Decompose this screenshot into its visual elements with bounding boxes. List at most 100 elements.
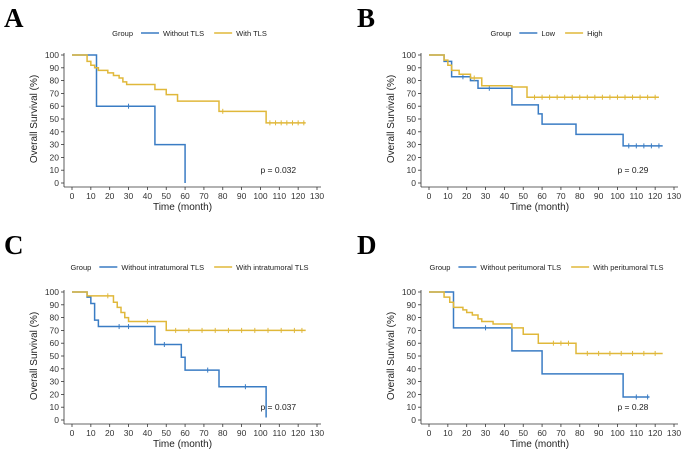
km-curve-group-1 <box>72 291 267 418</box>
x-tick-label: 130 <box>667 428 681 438</box>
legend-entry-0: Without TLS <box>163 29 204 38</box>
p-value: p = 0.037 <box>260 402 296 412</box>
x-tick-label: 40 <box>143 428 153 438</box>
x-tick-label: 70 <box>556 191 566 201</box>
legend-entry-0: Low <box>541 29 555 38</box>
y-tick-label: 20 <box>50 152 60 162</box>
legend-entry-1: With peritumoral TLS <box>593 263 663 272</box>
x-tick-label: 100 <box>253 428 267 438</box>
legend-entry-1: With intratumoral TLS <box>236 263 308 272</box>
x-tick-label: 10 <box>443 428 453 438</box>
y-tick-label: 40 <box>50 364 60 374</box>
x-tick-label: 20 <box>462 191 472 201</box>
y-tick-label: 0 <box>411 178 416 188</box>
x-tick-label: 80 <box>575 191 585 201</box>
km-panel-d: D Group Without peritumoral TLS With peritu… <box>357 230 681 450</box>
y-tick-label: 70 <box>50 88 60 98</box>
km-panel-c: C Group Without intratumoral TLS With intra… <box>4 230 324 450</box>
y-tick-label: 90 <box>407 300 417 310</box>
y-tick-label: 80 <box>50 76 60 86</box>
y-tick-label: 20 <box>407 389 417 399</box>
y-tick-label: 100 <box>45 50 59 60</box>
legend-title: Group <box>430 263 451 272</box>
y-tick-label: 50 <box>50 351 60 361</box>
y-tick-label: 90 <box>50 63 60 73</box>
km-curve-group-1 <box>429 291 650 398</box>
legend-title: Group <box>112 29 133 38</box>
x-tick-label: 120 <box>291 428 305 438</box>
y-axis-title: Overall Survival (%) <box>386 312 397 400</box>
legend-title: Group <box>70 263 91 272</box>
y-tick-label: 80 <box>407 313 417 323</box>
x-tick-label: 40 <box>500 428 510 438</box>
y-tick-label: 30 <box>407 140 417 150</box>
legend-title: Group <box>490 29 511 38</box>
x-tick-label: 80 <box>575 428 585 438</box>
x-tick-label: 50 <box>518 191 528 201</box>
x-tick-label: 0 <box>427 191 432 201</box>
x-tick-label: 50 <box>161 428 171 438</box>
y-tick-label: 40 <box>50 127 60 137</box>
x-tick-label: 90 <box>237 428 247 438</box>
y-tick-label: 80 <box>50 313 60 323</box>
x-tick-label: 70 <box>556 428 566 438</box>
x-tick-label: 120 <box>648 428 662 438</box>
y-tick-label: 60 <box>407 338 417 348</box>
y-tick-label: 20 <box>407 152 417 162</box>
x-tick-label: 90 <box>237 191 247 201</box>
y-tick-label: 30 <box>50 140 60 150</box>
y-tick-label: 0 <box>54 415 59 425</box>
legend: Group Without TLS With TLS <box>112 29 267 38</box>
x-tick-label: 130 <box>667 191 681 201</box>
y-tick-label: 70 <box>407 325 417 335</box>
x-tick-label: 50 <box>161 191 171 201</box>
y-tick-label: 70 <box>407 88 417 98</box>
x-tick-label: 80 <box>218 428 228 438</box>
legend: Group Without intratumoral TLS With intrat… <box>70 263 308 272</box>
y-tick-label: 20 <box>50 389 60 399</box>
y-tick-label: 0 <box>54 178 59 188</box>
x-tick-label: 80 <box>218 191 228 201</box>
x-tick-label: 20 <box>462 428 472 438</box>
legend-entry-0: Without peritumoral TLS <box>480 263 561 272</box>
km-curve-group-1 <box>429 54 663 147</box>
legend-entry-1: High <box>587 29 602 38</box>
y-tick-label: 100 <box>402 50 416 60</box>
x-tick-label: 0 <box>70 428 75 438</box>
y-tick-label: 10 <box>407 165 417 175</box>
x-tick-label: 30 <box>481 191 491 201</box>
km-curve-group-2 <box>72 54 306 124</box>
x-tick-label: 100 <box>610 191 624 201</box>
km-curve-group-2 <box>429 291 663 355</box>
x-tick-label: 100 <box>610 428 624 438</box>
y-tick-label: 60 <box>407 101 417 111</box>
x-tick-label: 60 <box>537 191 547 201</box>
y-tick-label: 90 <box>407 63 417 73</box>
legend: Group Low High <box>490 29 602 38</box>
x-tick-label: 30 <box>481 428 491 438</box>
y-tick-label: 40 <box>407 127 417 137</box>
x-tick-label: 60 <box>180 428 190 438</box>
x-tick-label: 60 <box>537 428 547 438</box>
x-tick-label: 60 <box>180 191 190 201</box>
y-tick-label: 50 <box>407 351 417 361</box>
x-tick-label: 70 <box>199 191 209 201</box>
x-tick-label: 130 <box>310 428 324 438</box>
km-panel-a: A Group Without TLS With TLS 0 10 20 30 40 50 60 70… <box>4 3 324 213</box>
x-tick-label: 110 <box>273 428 287 438</box>
x-tick-label: 110 <box>273 191 287 201</box>
x-tick-label: 110 <box>630 428 644 438</box>
x-tick-label: 30 <box>124 428 134 438</box>
x-tick-label: 10 <box>86 428 96 438</box>
x-tick-label: 0 <box>70 191 75 201</box>
x-tick-label: 70 <box>199 428 209 438</box>
panel-label: C <box>4 230 24 260</box>
p-value: p = 0.28 <box>617 402 648 412</box>
y-tick-label: 100 <box>45 287 59 297</box>
y-tick-label: 10 <box>50 402 60 412</box>
y-tick-label: 30 <box>407 377 417 387</box>
x-tick-label: 40 <box>143 191 153 201</box>
legend-entry-0: Without intratumoral TLS <box>121 263 204 272</box>
p-value: p = 0.29 <box>617 165 648 175</box>
